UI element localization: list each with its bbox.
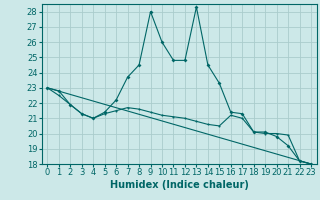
X-axis label: Humidex (Indice chaleur): Humidex (Indice chaleur) (110, 180, 249, 190)
